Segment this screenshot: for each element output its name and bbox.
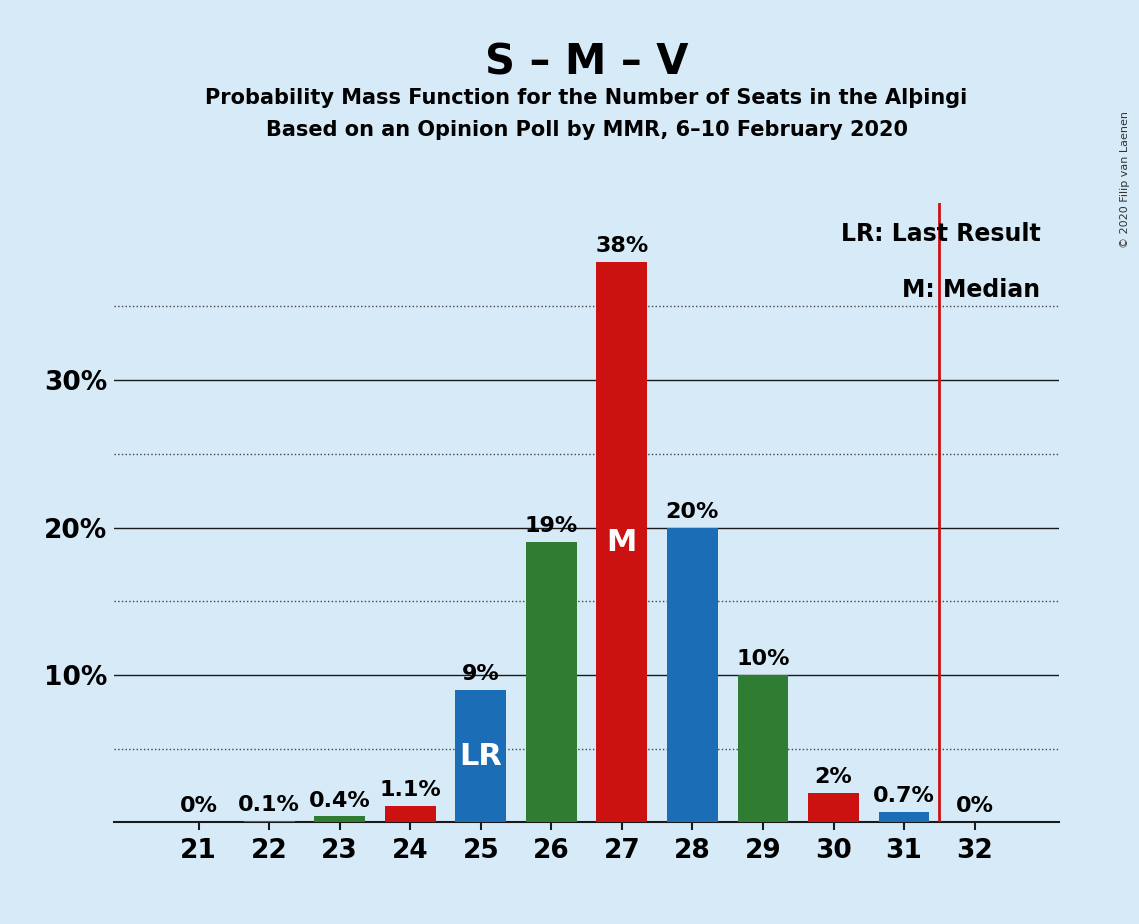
Text: Probability Mass Function for the Number of Seats in the Alþingi: Probability Mass Function for the Number… [205, 88, 968, 108]
Bar [385, 806, 435, 822]
Text: 2%: 2% [814, 767, 852, 787]
Bar [526, 542, 576, 822]
Bar [597, 262, 647, 822]
Text: M: M [607, 528, 637, 557]
Bar [314, 817, 366, 822]
Text: LR: Last Result: LR: Last Result [841, 222, 1040, 246]
Text: © 2020 Filip van Laenen: © 2020 Filip van Laenen [1120, 111, 1130, 248]
Text: 9%: 9% [462, 663, 500, 684]
Text: 0.7%: 0.7% [874, 786, 935, 806]
Text: 38%: 38% [596, 237, 648, 256]
Text: LR: LR [459, 742, 502, 771]
Text: M: Median: M: Median [902, 277, 1040, 301]
Text: 20%: 20% [665, 502, 719, 522]
Text: 10%: 10% [736, 649, 789, 669]
Text: S – M – V: S – M – V [485, 42, 688, 83]
Text: 0.4%: 0.4% [309, 791, 370, 810]
Text: 0%: 0% [956, 796, 993, 817]
Text: 1.1%: 1.1% [379, 780, 441, 800]
Bar [244, 821, 295, 822]
Bar [738, 675, 788, 822]
Bar [808, 793, 859, 822]
Bar [878, 812, 929, 822]
Text: 0.1%: 0.1% [238, 795, 300, 815]
Bar [667, 528, 718, 822]
Text: 19%: 19% [525, 517, 577, 537]
Bar [456, 689, 506, 822]
Text: 0%: 0% [180, 796, 218, 817]
Text: Based on an Opinion Poll by MMR, 6–10 February 2020: Based on an Opinion Poll by MMR, 6–10 Fe… [265, 120, 908, 140]
